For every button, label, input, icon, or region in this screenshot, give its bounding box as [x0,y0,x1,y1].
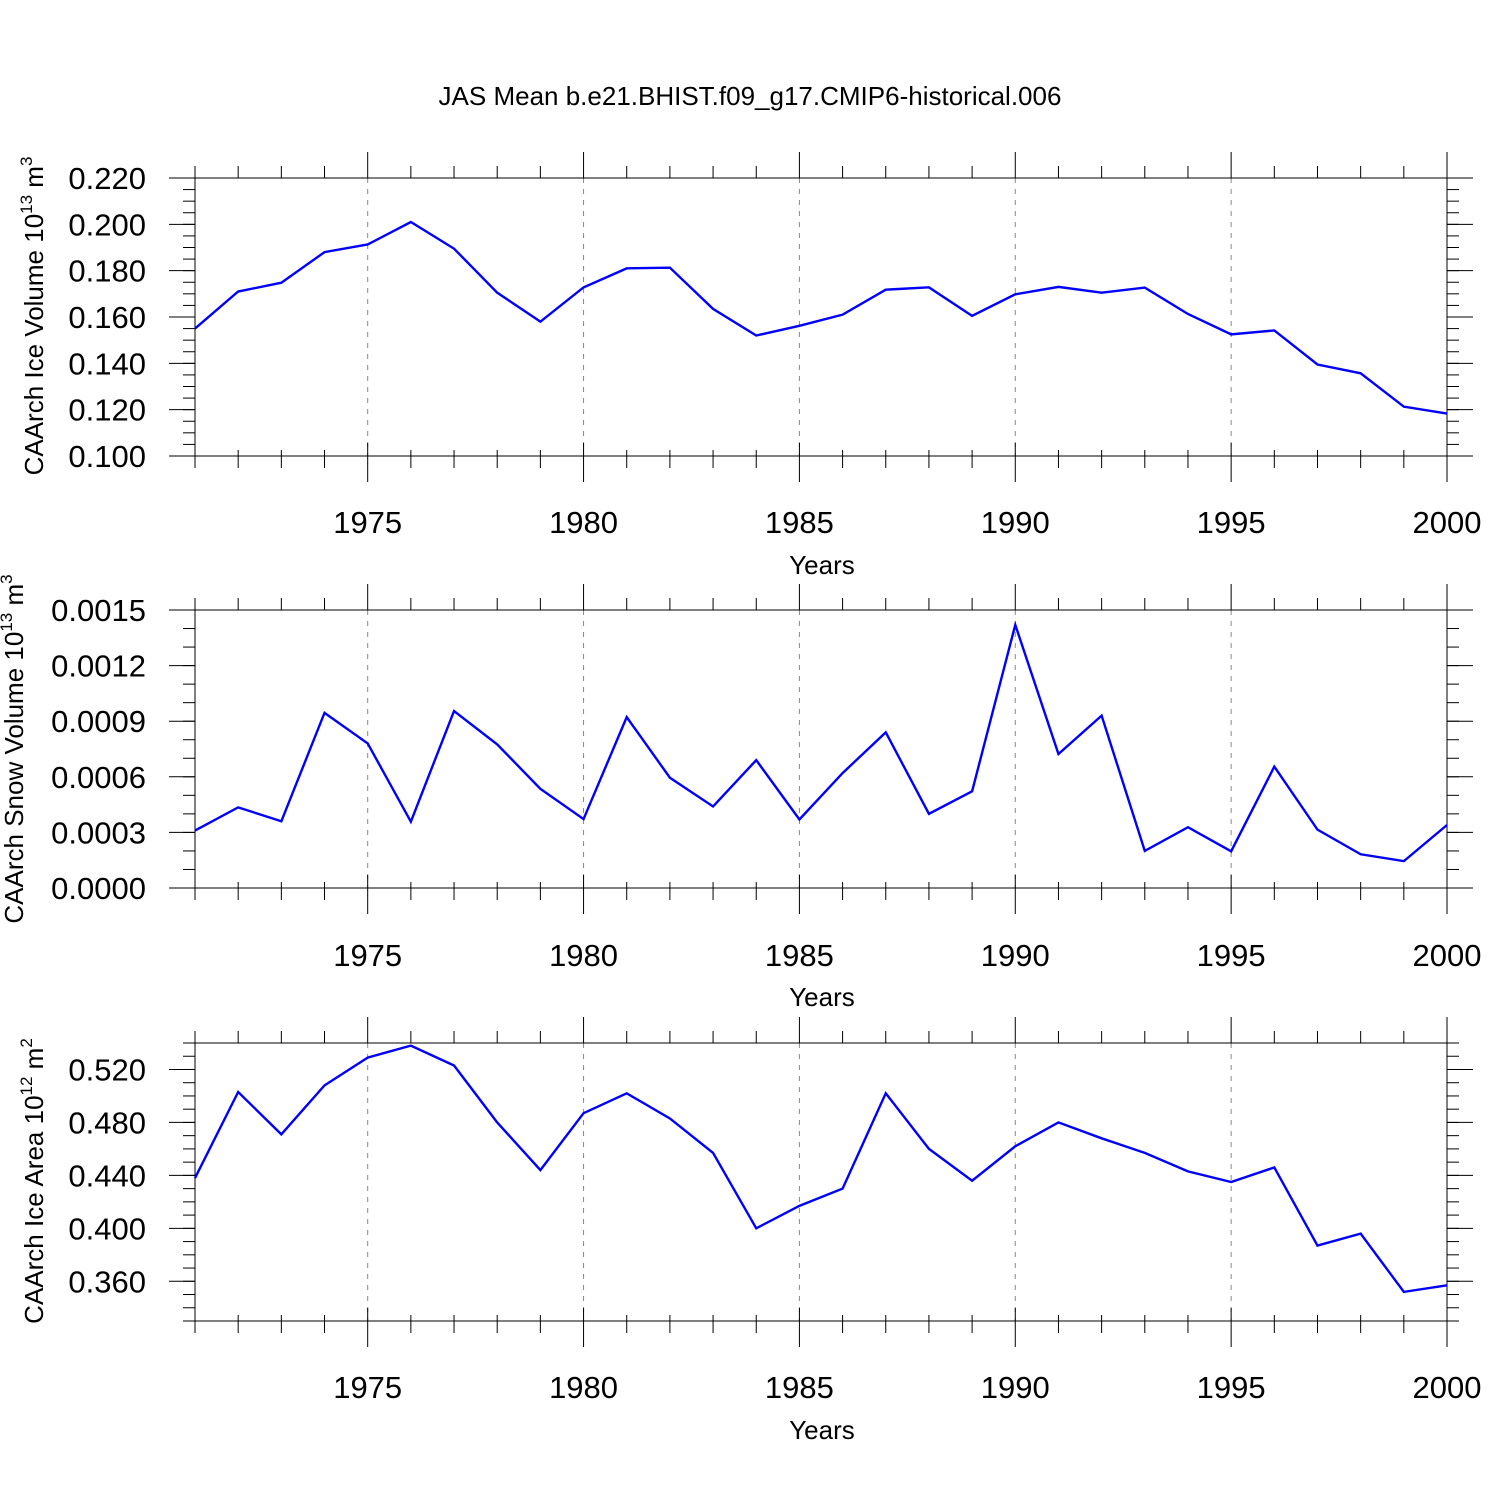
y-label-unit-exponent: 3 [17,157,36,166]
series-line [194,620,1448,863]
y-label-unit: m [0,584,29,613]
y-label-exponent: 12 [17,1077,36,1096]
x-tick-label: 1980 [549,505,618,540]
x-tick-label: 2000 [1413,938,1482,973]
x-axis-label-ice-area: Years [789,1415,855,1445]
y-label-exponent: 13 [17,195,36,214]
series-line [193,1044,1448,1294]
y-tick-label: 0.0000 [51,871,146,906]
y-tick-label: 0.400 [68,1211,146,1246]
y-label-text: CAArch Ice Volume 10 [19,214,49,476]
y-tick-label: 0.480 [68,1105,146,1140]
series-line [194,220,1448,415]
y-tick-label: 0.220 [68,161,146,196]
chart-title: JAS Mean b.e21.BHIST.f09_g17.CMIP6-histo… [439,81,1062,111]
y-axis-label-ice-volume: CAArch Ice Volume 1013 m3 [17,157,49,476]
x-tick-label: 1995 [1197,1370,1266,1405]
x-tick-label: 2000 [1413,1370,1482,1405]
y-tick-label: 0.160 [68,300,146,335]
x-tick-label: 1985 [765,1370,834,1405]
y-tick-label: 0.0003 [51,815,146,850]
y-tick-label: 0.0006 [51,760,146,795]
y-label-text: CAArch Ice Area 10 [19,1095,49,1323]
x-tick-label: 1985 [765,505,834,540]
panel-snow-volume: CAArch Snow Volume 1013 m3 Years 0.0000 0… [0,574,1481,1012]
y-tick-label: 0.0009 [51,704,146,739]
x-tick-label: 1980 [549,938,618,973]
x-tick-label: 1990 [981,1370,1050,1405]
x-tick-label: 1985 [765,938,834,973]
x-tick-label: 1990 [981,938,1050,973]
y-axis-label-snow-volume: CAArch Snow Volume 1013 m3 [0,574,29,923]
y-tick-label: 0.140 [68,346,146,381]
y-label-unit-exponent: 2 [17,1038,36,1047]
x-tick-label: 1975 [333,1370,402,1405]
y-tick-label: 0.100 [68,439,146,474]
x-axis-label-ice-volume: Years [789,550,855,580]
y-tick-label: 0.360 [68,1264,146,1299]
y-tick-label: 0.180 [68,254,146,289]
x-tick-label: 1995 [1197,938,1266,973]
x-axis-label-snow-volume: Years [789,982,855,1012]
x-tick-label: 2000 [1413,505,1482,540]
y-label-text: CAArch Snow Volume 10 [0,632,29,924]
x-tick-label: 1990 [981,505,1050,540]
y-tick-label: 0.0015 [51,593,146,628]
plot-frame [194,609,1448,889]
panel-ice-volume: CAArch Ice Volume 1013 m3 Years 0.100 0.1… [17,152,1481,580]
x-tick-label: 1975 [333,938,402,973]
x-tick-label: 1980 [549,1370,618,1405]
y-tick-label: 0.440 [68,1158,146,1193]
y-label-exponent: 13 [0,613,16,632]
y-tick-label: 0.120 [68,393,146,428]
panel-ice-area: CAArch Ice Area 1012 m2 Years 0.360 0.400… [17,1017,1481,1445]
y-tick-label: 0.200 [68,207,146,242]
x-tick-label: 1995 [1197,505,1266,540]
y-label-unit: m [19,1048,49,1077]
y-label-unit: m [19,166,49,195]
y-label-unit-exponent: 3 [0,574,16,583]
x-tick-label: 1975 [333,505,402,540]
y-tick-label: 0.0012 [51,649,146,684]
y-axis-label-ice-area: CAArch Ice Area 1012 m2 [17,1038,49,1324]
plot-frame [194,1042,1448,1322]
y-tick-label: 0.520 [68,1052,146,1087]
plot-frame [194,177,1448,457]
